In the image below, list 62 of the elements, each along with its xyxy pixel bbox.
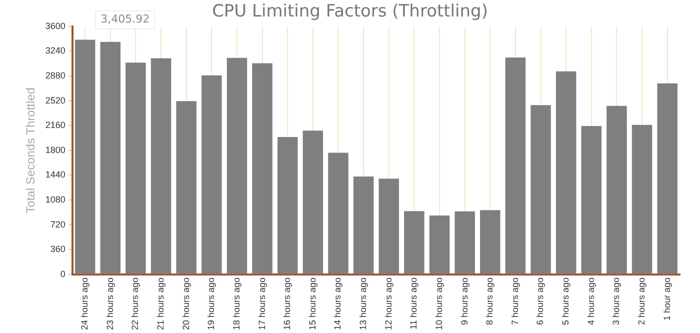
bar (202, 75, 222, 274)
bar (480, 210, 500, 274)
bar (100, 42, 121, 274)
y-tick-label: 1800 (45, 144, 66, 155)
bar (226, 58, 248, 274)
bar (176, 101, 196, 274)
x-tick-label: 4 hours ago (586, 277, 596, 326)
x-tick-label: 2 hours ago (636, 277, 647, 326)
x-tick-label: 7 hours ago (510, 277, 520, 326)
y-axis-title: Total Seconds Throttled (24, 88, 38, 214)
bar (632, 124, 652, 274)
bar (150, 58, 172, 274)
bar (606, 106, 627, 274)
x-tick-label: 9 hours ago (459, 277, 470, 326)
y-tick-label: 2520 (45, 95, 66, 106)
bar (252, 63, 272, 274)
bar (556, 71, 576, 274)
x-tick-label: 1 hour ago (662, 277, 672, 321)
y-tick-label: 3240 (45, 46, 66, 56)
bar (126, 62, 146, 274)
bar (429, 215, 450, 274)
y-tick-label: 0 (60, 268, 66, 279)
y-tick-label: 2160 (45, 120, 66, 130)
y-tick-label: 3600 (45, 20, 66, 31)
bar (530, 105, 551, 274)
bar (581, 126, 602, 274)
x-tick-label: 11 hours ago (408, 277, 419, 330)
bar (404, 211, 424, 274)
bar (378, 178, 399, 274)
x-tick-label: 15 hours ago (307, 277, 318, 330)
y-tick-label: 720 (50, 219, 66, 230)
x-tick-label: 6 hours ago (535, 277, 546, 326)
chart-title: CPU Limiting Factors (Throttling) (212, 2, 488, 22)
y-tick-label: 360 (50, 244, 66, 254)
bar (454, 211, 475, 274)
x-tick-label: 3 hours ago (611, 277, 622, 326)
bar (353, 176, 374, 274)
x-tick-label: 16 hours ago (282, 277, 292, 330)
bar (74, 40, 96, 274)
x-tick-label: 23 hours ago (104, 277, 115, 330)
x-tick-label: 21 hours ago (156, 277, 166, 330)
annotation: 3,405.92 (100, 12, 150, 26)
x-tick-label: 24 hours ago (80, 277, 90, 330)
bar (505, 58, 526, 274)
x-tick-label: 22 hours ago (130, 277, 140, 330)
x-tick-label: 14 hours ago (332, 277, 343, 330)
bar (302, 130, 324, 274)
x-tick-label: 5 hours ago (560, 277, 571, 326)
x-tick-label: 20 hours ago (180, 277, 191, 330)
x-tick-label: 12 hours ago (383, 277, 394, 330)
bar (328, 152, 348, 274)
x-tick-label: 8 hours ago (484, 277, 495, 326)
y-tick-label: 1440 (45, 170, 66, 180)
bar (277, 136, 298, 274)
x-tick-label: 19 hours ago (206, 277, 216, 330)
x-tick-label: 17 hours ago (256, 277, 267, 330)
x-tick-label: 10 hours ago (434, 277, 444, 330)
x-tick-label: 18 hours ago (231, 277, 242, 330)
y-tick-label: 1080 (45, 194, 66, 205)
x-tick-label: 13 hours ago (358, 277, 368, 330)
bar (657, 83, 678, 274)
y-tick-label: 2880 (45, 70, 66, 80)
